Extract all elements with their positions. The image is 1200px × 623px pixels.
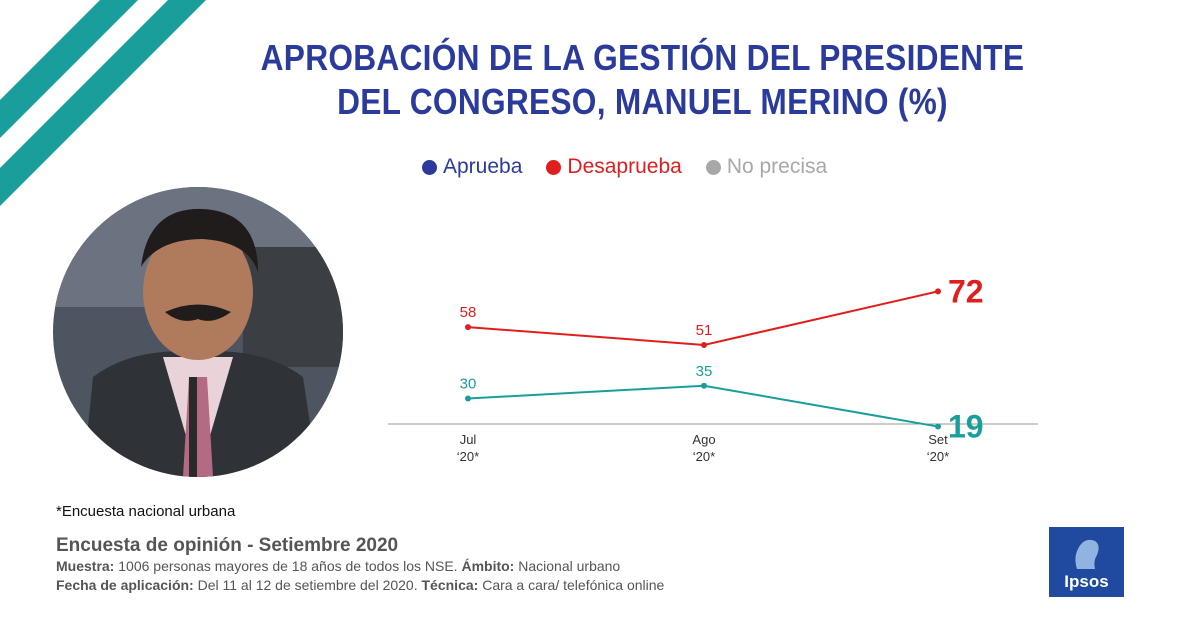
- fecha-line: Fecha de aplicación: Del 11 al 12 de set…: [56, 577, 664, 593]
- x-tick-label-1: Ago: [692, 432, 715, 447]
- legend-label-desaprueba: Desaprueba: [567, 155, 682, 178]
- data-label-aprueba-1: 35: [696, 363, 713, 380]
- data-label-desaprueba-0: 58: [460, 304, 477, 321]
- tecnica-label: Técnica:: [421, 577, 479, 593]
- x-tick-label-0: Jul: [460, 432, 477, 447]
- legend: Aprueba Desaprueba No precisa: [422, 155, 827, 179]
- data-point-aprueba-0: [465, 395, 471, 402]
- legend-item-no-precisa: No precisa: [705, 155, 828, 179]
- tecnica-value: Cara a cara/ telefónica online: [478, 577, 665, 593]
- legend-label-aprueba: Aprueba: [443, 155, 523, 178]
- x-tick-sublabel-2: ‘20*: [927, 449, 949, 464]
- legend-dot-aprueba: [422, 159, 437, 175]
- data-label-aprueba-0: 30: [460, 376, 477, 393]
- muestra-value: 1006 personas mayores de 18 años de todo…: [114, 558, 458, 574]
- legend-label-no-precisa: No precisa: [726, 155, 828, 178]
- legend-dot-no-precisa: [705, 159, 721, 175]
- legend-item-aprueba: Aprueba: [422, 155, 522, 179]
- fecha-label: Fecha de aplicación:: [56, 577, 194, 593]
- survey-title: Encuesta de opinión - Setiembre 2020: [56, 535, 399, 556]
- chart-marks: 58 51 72 30 35 19 Jul ‘20* Ago ‘20* Set ‘20*: [457, 273, 984, 464]
- logo-text: Ipsos: [1064, 572, 1109, 591]
- ipsos-logo: Ipsos: [1049, 527, 1124, 597]
- corner-stripes: [0, 0, 206, 206]
- muestra-line: Muestra: 1006 personas mayores de 18 año…: [56, 558, 620, 574]
- data-label-desaprueba-1: 51: [696, 322, 713, 339]
- data-point-aprueba-1: [701, 382, 707, 389]
- line-chart: 58 51 72 30 35 19 Jul ‘20* Ago ‘20* Set ‘20*: [388, 273, 1038, 464]
- legend-item-desaprueba: Desaprueba: [546, 155, 682, 179]
- x-tick-label-2: Set: [928, 432, 948, 447]
- chart-title: APROBACIÓN DE LA GESTIÓN DEL PRESIDENTE …: [260, 37, 1025, 122]
- data-label-desaprueba-2: 72: [948, 273, 984, 309]
- footnote: *Encuesta nacional urbana: [56, 503, 236, 520]
- x-tick-sublabel-0: ‘20*: [457, 449, 479, 464]
- data-label-aprueba-2: 19: [948, 409, 984, 445]
- logo-figure-icon: [1075, 539, 1099, 569]
- ambito-label: Ámbito:: [461, 558, 515, 574]
- data-point-desaprueba-2: [935, 288, 941, 295]
- muestra-label: Muestra:: [56, 558, 115, 574]
- x-tick-sublabel-1: ‘20*: [693, 449, 715, 464]
- data-point-desaprueba-0: [465, 324, 471, 331]
- data-point-aprueba-2: [935, 423, 941, 430]
- ambito-value: Nacional urbano: [514, 558, 621, 574]
- data-point-desaprueba-1: [701, 341, 707, 348]
- legend-dot-desaprueba: [546, 159, 562, 175]
- series-line-aprueba: [467, 384, 939, 428]
- fecha-value: Del 11 al 12 de setiembre del 2020.: [193, 577, 418, 593]
